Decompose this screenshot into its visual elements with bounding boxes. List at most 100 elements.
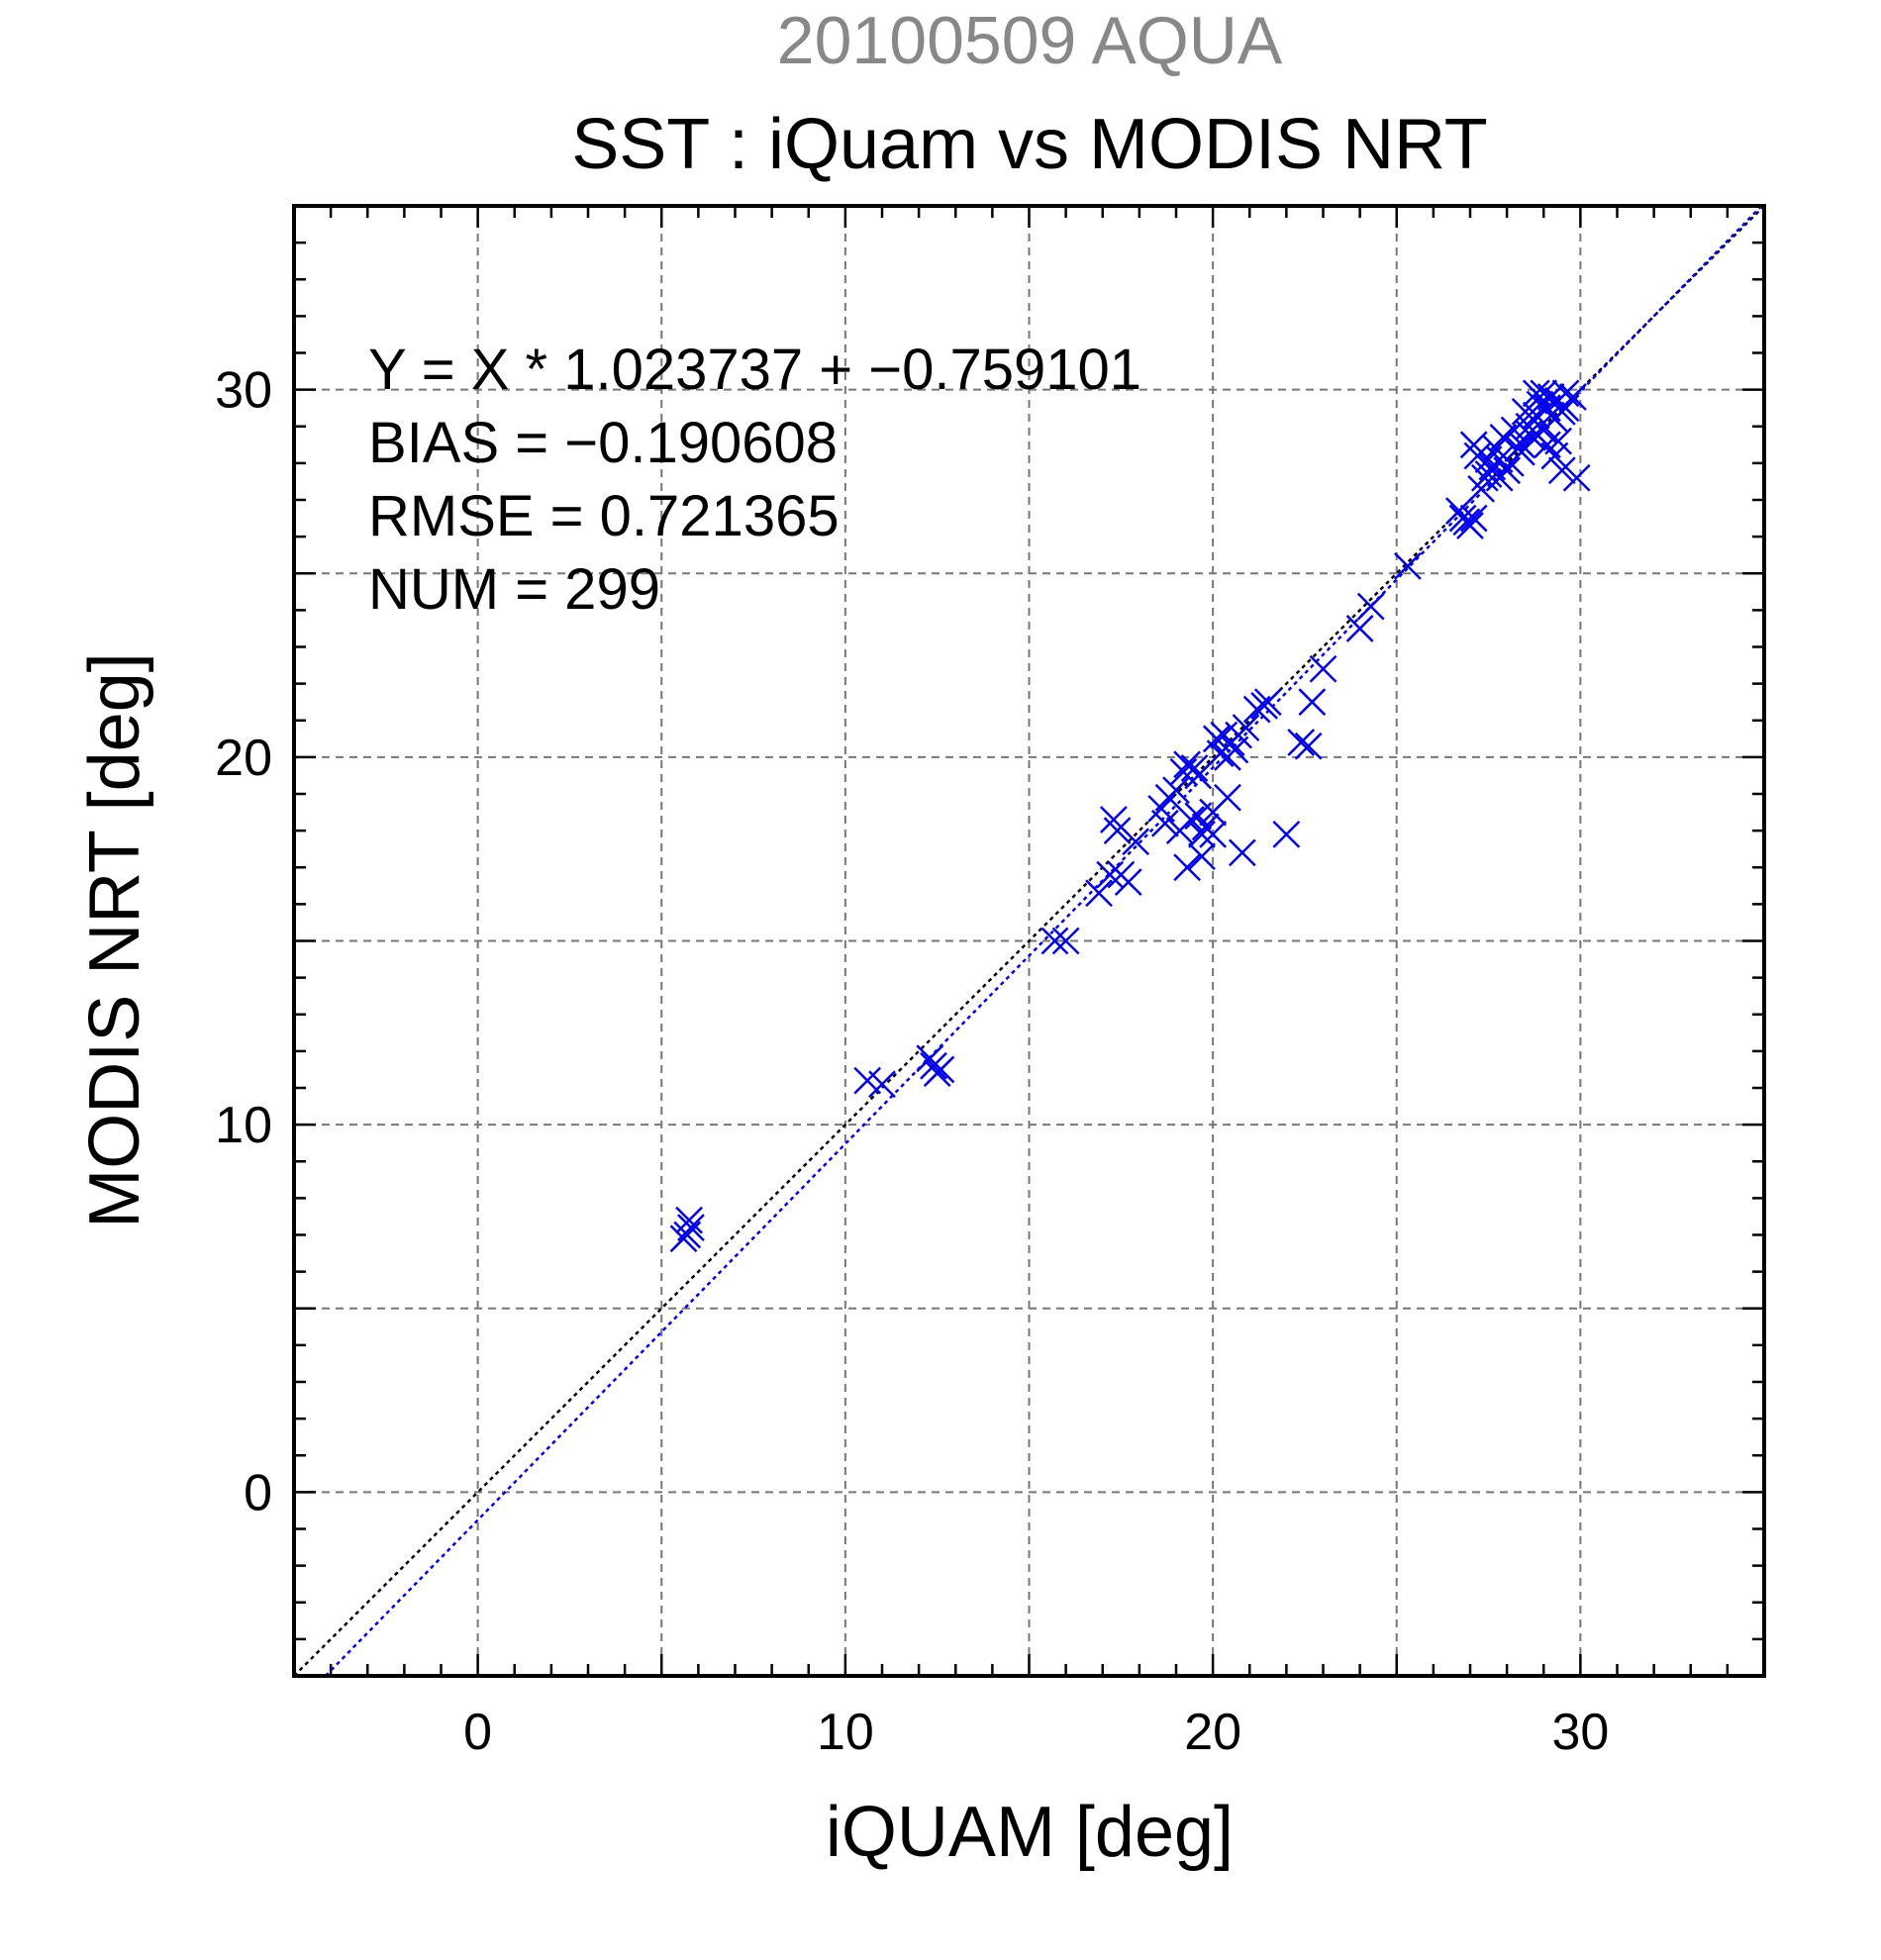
data-point-stroke bbox=[1534, 431, 1561, 459]
stats-fit-equation: Y = X * 1.023737 + −0.759101 bbox=[368, 338, 1141, 402]
data-point bbox=[1122, 828, 1150, 856]
data-point-stroke bbox=[1298, 688, 1327, 717]
data-point bbox=[1272, 820, 1301, 848]
data-point-stroke bbox=[1180, 754, 1209, 782]
data-point bbox=[1184, 761, 1213, 790]
tick-labels: 0 10 20 30 0 10 20 30 bbox=[215, 362, 1609, 1761]
chart-supertitle: 20100509 AQUA bbox=[777, 3, 1283, 78]
data-point-stroke bbox=[1184, 761, 1213, 790]
data-point bbox=[1470, 463, 1499, 492]
data-point-stroke bbox=[920, 1051, 947, 1080]
data-point bbox=[1463, 441, 1492, 470]
data-point bbox=[1162, 776, 1190, 805]
data-point-stroke bbox=[1544, 427, 1572, 455]
data-point bbox=[1188, 820, 1216, 848]
data-point bbox=[1522, 379, 1550, 408]
data-point-stroke bbox=[853, 1066, 882, 1095]
data-point-stroke bbox=[1232, 714, 1260, 742]
data-point-stroke bbox=[868, 1070, 896, 1099]
data-point-stroke bbox=[1114, 868, 1142, 896]
data-point bbox=[1250, 692, 1278, 720]
data-point bbox=[1551, 379, 1580, 408]
data-point-stroke bbox=[927, 1055, 955, 1084]
stats-num: NUM = 299 bbox=[368, 557, 660, 622]
x-tick-label: 0 bbox=[463, 1704, 492, 1761]
data-point bbox=[1176, 806, 1205, 833]
data-point bbox=[1180, 754, 1209, 782]
data-point bbox=[669, 1225, 698, 1253]
data-point bbox=[1294, 732, 1323, 760]
y-tick-label: 30 bbox=[215, 362, 272, 420]
data-point-stroke bbox=[1485, 463, 1514, 492]
data-point-stroke bbox=[1459, 431, 1488, 459]
chart-title: SST : iQuam vs MODIS NRT bbox=[571, 105, 1488, 184]
data-point bbox=[1547, 456, 1576, 485]
data-point bbox=[675, 1206, 703, 1234]
stats-rmse: RMSE = 0.721365 bbox=[368, 484, 840, 548]
data-point bbox=[920, 1051, 947, 1080]
data-point bbox=[1551, 394, 1580, 423]
data-point-stroke bbox=[1214, 742, 1241, 771]
data-point bbox=[1188, 842, 1216, 870]
data-point-stroke bbox=[1467, 474, 1496, 503]
data-point bbox=[1298, 688, 1327, 717]
data-point-stroke bbox=[1536, 401, 1565, 430]
data-point-stroke bbox=[1530, 379, 1558, 408]
data-point-stroke bbox=[1103, 817, 1132, 845]
data-point-stroke bbox=[1551, 379, 1580, 408]
data-point-stroke bbox=[1294, 732, 1323, 760]
data-point-stroke bbox=[1169, 757, 1198, 786]
data-point-stroke bbox=[1394, 551, 1422, 580]
data-point bbox=[1214, 783, 1241, 812]
data-point bbox=[1051, 927, 1080, 955]
data-point-stroke bbox=[1515, 420, 1543, 448]
data-point bbox=[1345, 615, 1374, 642]
data-point-stroke bbox=[1173, 853, 1202, 882]
data-point-stroke bbox=[1356, 592, 1385, 621]
y-tick-label: 10 bbox=[215, 1097, 272, 1154]
data-point bbox=[1040, 927, 1069, 955]
data-point bbox=[1459, 504, 1488, 533]
data-point-stroke bbox=[675, 1206, 703, 1234]
data-point bbox=[1287, 729, 1316, 756]
data-point bbox=[1530, 379, 1558, 408]
data-point bbox=[1508, 438, 1535, 466]
data-point-stroke bbox=[669, 1225, 698, 1253]
data-point bbox=[1485, 463, 1514, 492]
data-point bbox=[1199, 820, 1228, 848]
data-point bbox=[1562, 463, 1591, 492]
data-point bbox=[1096, 860, 1125, 889]
data-point bbox=[1085, 879, 1113, 908]
data-point bbox=[927, 1055, 955, 1084]
plot-frame bbox=[292, 204, 1766, 1678]
data-points bbox=[669, 379, 1591, 1253]
data-point bbox=[1544, 427, 1572, 455]
data-point-stroke bbox=[1287, 729, 1316, 756]
data-point-stroke bbox=[1096, 860, 1125, 889]
data-point-stroke bbox=[1508, 438, 1535, 466]
x-axis-label: iQUAM [deg] bbox=[826, 1793, 1234, 1872]
identity-line bbox=[293, 205, 1765, 1677]
data-point bbox=[1448, 504, 1477, 533]
data-point-stroke bbox=[1551, 394, 1580, 423]
data-point bbox=[1150, 809, 1179, 837]
y-tick-label: 0 bbox=[244, 1464, 272, 1521]
data-point-stroke bbox=[1199, 820, 1228, 848]
data-point bbox=[1536, 401, 1565, 430]
data-point-stroke bbox=[1459, 504, 1488, 533]
data-point-stroke bbox=[1100, 806, 1128, 833]
data-point-stroke bbox=[1522, 379, 1550, 408]
data-point-stroke bbox=[1228, 838, 1256, 867]
data-point bbox=[1228, 838, 1256, 867]
data-point bbox=[1356, 592, 1385, 621]
data-point-stroke bbox=[1345, 615, 1374, 642]
data-point bbox=[1474, 445, 1503, 474]
data-point-stroke bbox=[1309, 654, 1337, 683]
data-point-stroke bbox=[1150, 809, 1179, 837]
data-point bbox=[1173, 853, 1202, 882]
stats-box: Y = X * 1.023737 + −0.759101 BIAS = −0.1… bbox=[368, 338, 1141, 622]
data-point-stroke bbox=[1085, 879, 1113, 908]
stats-bias: BIAS = −0.190608 bbox=[368, 411, 838, 475]
data-point-stroke bbox=[1051, 927, 1080, 955]
